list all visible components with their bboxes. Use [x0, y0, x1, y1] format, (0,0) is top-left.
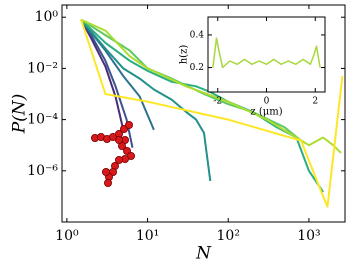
series-group	[212, 37, 321, 69]
x-axis-label: N	[195, 244, 212, 262]
data-line	[80, 18, 342, 154]
y-tick-label: 0.4	[190, 30, 205, 40]
x-tick-label: 2	[312, 97, 318, 107]
y-tick-label: 10⁻⁶	[27, 163, 58, 179]
y-tick-label: 10⁻⁴	[27, 112, 58, 128]
x-tick-label: 10²	[217, 228, 240, 244]
y-tick-label: 10⁻²	[27, 60, 58, 76]
y-tick-label: 10⁰	[35, 9, 59, 25]
polymer-illustration	[91, 121, 136, 187]
data-line	[212, 37, 321, 69]
x-tick-label: 10⁰	[55, 228, 79, 244]
x-tick-label: -2	[213, 97, 222, 107]
data-line	[80, 19, 125, 131]
x-tick-label: 0	[264, 97, 270, 107]
y-tick-label: 0.2	[190, 63, 204, 73]
x-tick-label: 10¹	[136, 228, 159, 244]
x-tick-label: 10³	[297, 228, 320, 244]
x-axis-label: z (μm)	[250, 107, 282, 118]
y-axis-label: h(z)	[179, 45, 190, 65]
inset-background	[208, 17, 325, 92]
data-line	[80, 19, 212, 182]
inset: -2 0 2 0.2 0.4 z (μm) h(z)	[179, 16, 326, 118]
y-axis-label: P(N)	[10, 94, 30, 135]
data-line	[80, 19, 344, 208]
axes-frame	[61, 4, 346, 223]
